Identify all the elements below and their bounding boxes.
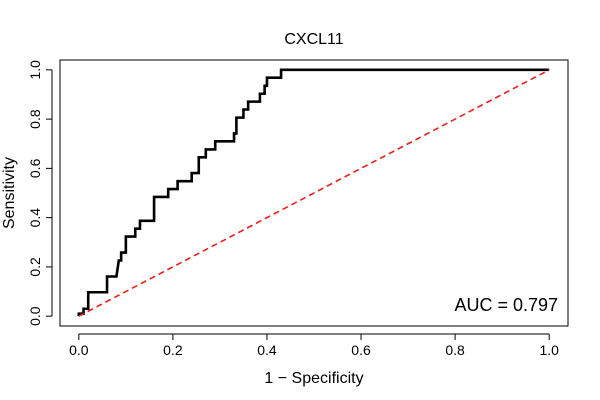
y-tick-label: 0.8 (27, 109, 43, 129)
x-axis: 0.0 0.2 0.4 0.6 0.8 1.0 (69, 333, 559, 358)
y-tick-label: 0.0 (27, 306, 43, 326)
y-axis-label: Sensitivity (1, 157, 18, 229)
x-tick-label: 0.8 (445, 342, 465, 358)
roc-curve-line (77, 68, 550, 317)
x-tick-label: 0.4 (257, 342, 277, 358)
plot-area (59, 59, 569, 327)
x-axis-label: 1 − Specificity (264, 370, 363, 387)
y-tick-label: 0.6 (27, 158, 43, 178)
reference-diagonal-line (78, 69, 550, 317)
x-tick-label: 0.2 (163, 342, 183, 358)
y-axis: 0.0 0.2 0.4 0.6 0.8 1.0 (27, 60, 53, 326)
x-tick-label: 0.6 (351, 342, 371, 358)
y-tick-label: 0.2 (27, 257, 43, 277)
x-tick-label: 1.0 (539, 342, 559, 358)
y-tick-label: 1.0 (27, 60, 43, 80)
auc-annotation: AUC = 0.797 (454, 295, 558, 315)
plot-frame (59, 59, 569, 327)
chart-title: CXCL11 (284, 31, 343, 48)
x-tick-label: 0.0 (69, 342, 89, 358)
y-tick-label: 0.4 (27, 208, 43, 228)
